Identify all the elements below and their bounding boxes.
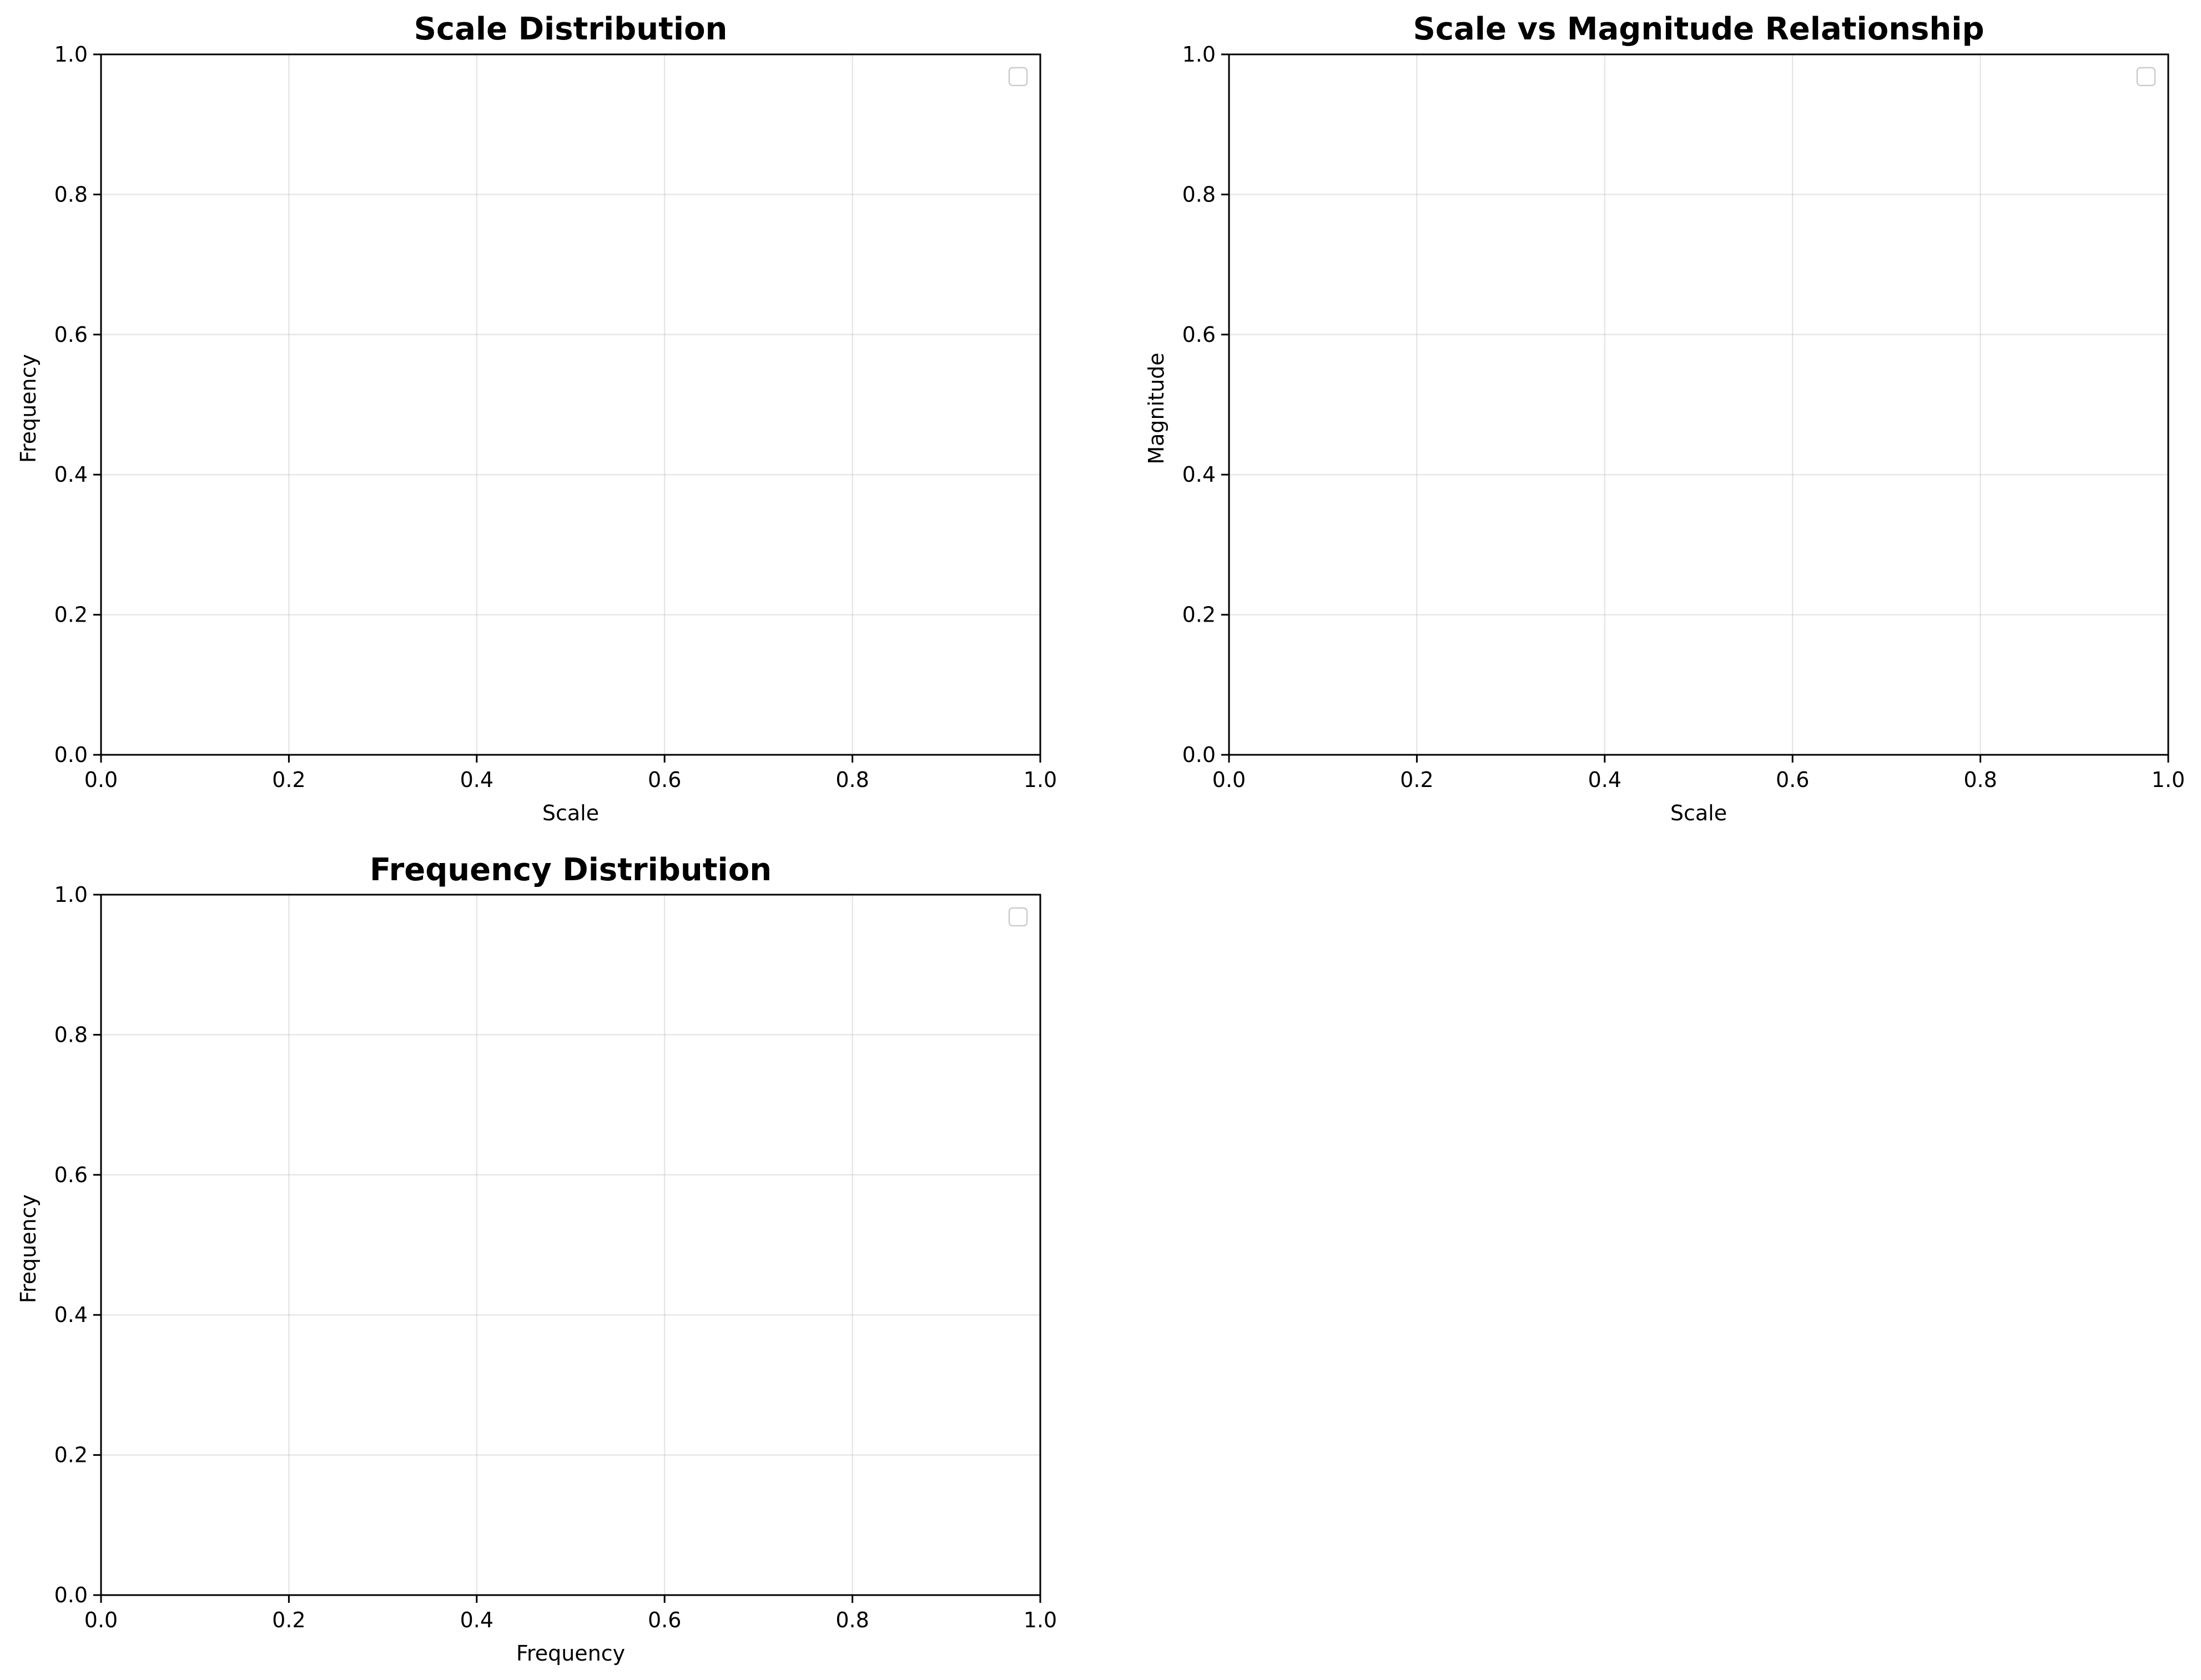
x-tick-label: 0.2 [1400, 768, 1433, 792]
y-tick-label: 0.8 [54, 1022, 88, 1047]
x-tick-label: 1.0 [1024, 1608, 1057, 1632]
y-tick-label: 0.2 [1182, 603, 1216, 627]
x-tick-label: 0.6 [1776, 768, 1809, 792]
y-tick-label: 1.0 [1182, 42, 1216, 67]
y-tick-label: 0.6 [54, 322, 88, 347]
x-tick-label: 0.2 [272, 1608, 305, 1632]
x-tick-label: 0.4 [460, 1608, 493, 1632]
x-tick-label: 0.0 [1212, 768, 1246, 792]
y-tick-label: 0.4 [54, 462, 88, 487]
x-tick-label: 0.6 [648, 768, 681, 792]
x-tick-label: 0.0 [84, 1608, 118, 1632]
y-tick-label: 1.0 [54, 882, 88, 907]
y-tick-label: 0.2 [54, 1443, 88, 1467]
y-tick-label: 0.8 [1182, 182, 1216, 206]
panel-scale-vs-magnitude: Scale vs Magnitude Relationship Scale Ma… [1144, 11, 2185, 825]
legend-box [1008, 67, 1028, 87]
x-tick-label: 0.6 [648, 1608, 681, 1632]
panel-scale-distribution: Scale Distribution Scale Frequency 0.0 0.… [16, 11, 1057, 825]
panel-title: Scale vs Magnitude Relationship [1413, 11, 1984, 47]
y-tick-label: 0.0 [1182, 743, 1216, 767]
x-tick-label: 0.4 [1588, 768, 1621, 792]
plot-frame [1228, 53, 2169, 756]
panel-title: Frequency Distribution [370, 852, 772, 888]
y-tick-label: 0.0 [54, 743, 88, 767]
y-tick-label: 0.6 [54, 1163, 88, 1187]
y-axis-label: Frequency [16, 354, 41, 463]
x-axis-label: Scale [1670, 801, 1727, 825]
y-tick-label: 0.2 [54, 603, 88, 627]
x-tick-label: 0.4 [460, 768, 493, 792]
y-tick-label: 0.0 [54, 1583, 88, 1607]
x-axis-label: Frequency [516, 1641, 625, 1666]
y-tick-label: 1.0 [54, 42, 88, 67]
legend-box [1008, 907, 1028, 927]
legend-box [2136, 67, 2156, 87]
plot-frame [100, 53, 1041, 756]
panel-frequency-distribution: Frequency Distribution Frequency Frequen… [16, 852, 1057, 1666]
x-tick-label: 0.8 [1963, 768, 1997, 792]
y-axis-label: Frequency [16, 1194, 41, 1303]
y-tick-label: 0.6 [1182, 322, 1216, 347]
y-tick-label: 0.4 [54, 1303, 88, 1327]
panel-title: Scale Distribution [414, 11, 728, 47]
y-tick-label: 0.8 [54, 182, 88, 206]
x-tick-label: 0.2 [272, 768, 305, 792]
x-tick-label: 0.0 [84, 768, 118, 792]
x-axis-label: Scale [542, 801, 599, 825]
plot-frame [100, 894, 1041, 1596]
x-tick-label: 0.8 [835, 768, 869, 792]
y-axis-label: Magnitude [1144, 352, 1169, 464]
y-tick-label: 0.4 [1182, 462, 1216, 487]
x-tick-label: 1.0 [1024, 768, 1057, 792]
x-tick-label: 0.8 [835, 1608, 869, 1632]
x-tick-label: 1.0 [2152, 768, 2185, 792]
